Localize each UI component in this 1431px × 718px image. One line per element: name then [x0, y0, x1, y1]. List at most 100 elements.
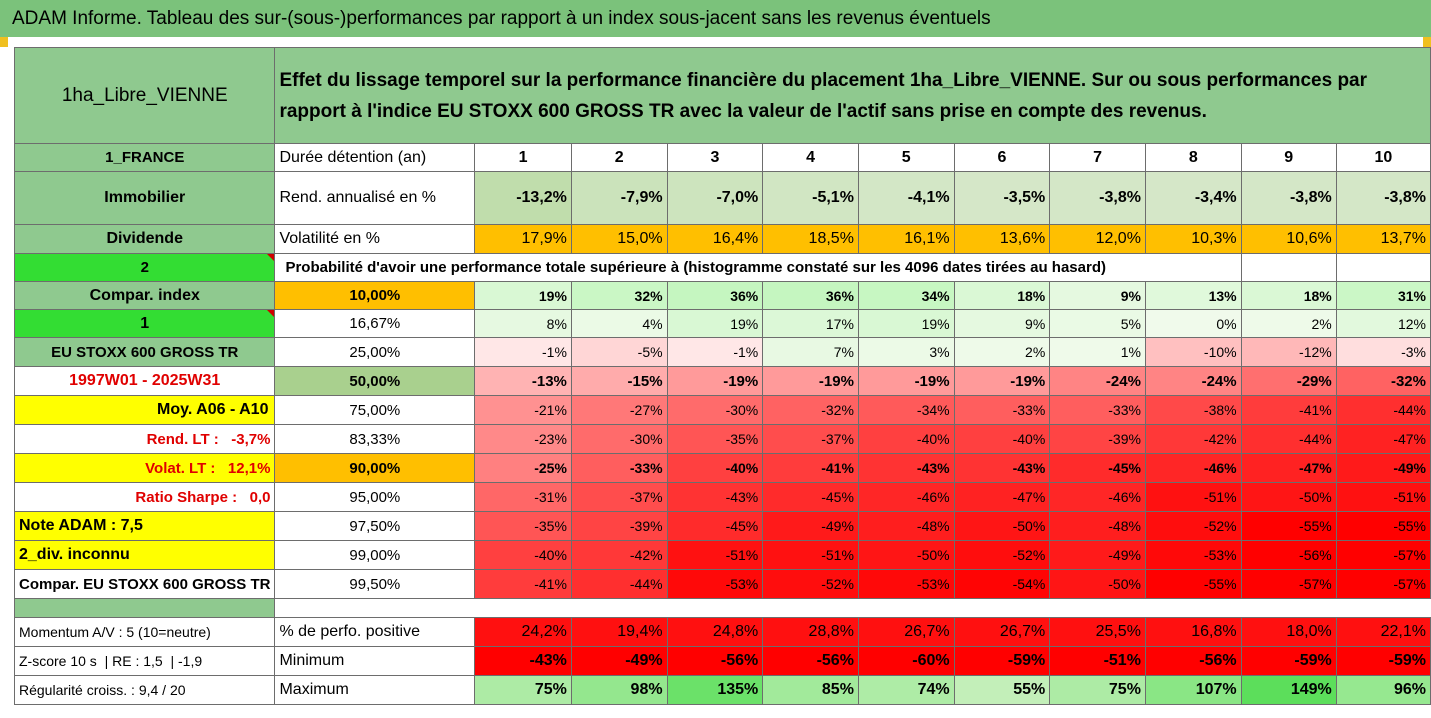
percentile-value: -50% [857, 540, 955, 570]
percentile-row: Rend. LT : -3,7% 83,33% -23% -30% -35% -37% -4… [13, 424, 1431, 454]
corner-marker [1423, 37, 1431, 47]
percentile-value: -3% [1335, 337, 1431, 367]
country-label: 1_FRANCE [13, 143, 276, 172]
volatility-value: 17,9% [474, 224, 572, 254]
percentile-value: -57% [1335, 540, 1431, 570]
percentile-level: 95,00% [274, 482, 476, 512]
percentile-value: 12% [1335, 309, 1431, 338]
positive-value: 26,7% [953, 617, 1051, 647]
percentile-value: -51% [1335, 482, 1431, 512]
duration-year: 6 [953, 143, 1051, 172]
duration-year: 4 [762, 143, 859, 172]
sharpe-label: Ratio Sharpe : 0,0 [13, 482, 276, 512]
maximum-label: Maximum [274, 675, 476, 705]
percentile-value: -23% [474, 424, 572, 454]
percentile-level: 25,00% [274, 337, 476, 367]
percentile-value: -33% [570, 453, 668, 483]
percentile-value: -47% [1335, 424, 1431, 454]
annual-return-label: Rend. annualisé en % [274, 171, 476, 225]
maximum-value: 135% [666, 675, 764, 705]
volatility-value: 18,5% [762, 224, 859, 254]
maximum-value: 149% [1240, 675, 1337, 705]
empty-cell [1335, 253, 1431, 282]
percentile-value: -51% [1144, 482, 1242, 512]
percentile-value: -45% [666, 511, 764, 541]
description: Effet du lissage temporel sur la perform… [274, 47, 1431, 144]
percentile-value: -53% [666, 569, 764, 599]
percentile-value: 7% [762, 337, 859, 367]
probability-title-row: 2 Probabilité d'avoir une performance tot… [13, 253, 1431, 282]
percentile-value: -50% [1240, 482, 1337, 512]
percentile-value: 19% [857, 309, 955, 338]
duration-year: 3 [666, 143, 764, 172]
minimum-value: -56% [666, 646, 764, 676]
percentile-value: -35% [666, 424, 764, 454]
percentile-value: -53% [1144, 540, 1242, 570]
percentile-value: 0% [1144, 309, 1242, 338]
duration-year: 10 [1335, 143, 1431, 172]
maximum-value: 75% [1049, 675, 1146, 705]
percentile-level: 75,00% [274, 395, 476, 425]
percentile-value: -44% [1240, 424, 1337, 454]
percentile-value: -45% [762, 482, 859, 512]
percentile-value: -44% [570, 569, 668, 599]
minimum-label: Minimum [274, 646, 476, 676]
percentile-value: -12% [1240, 337, 1337, 367]
duration-year: 9 [1240, 143, 1337, 172]
minimum-value: -60% [857, 646, 955, 676]
minimum-value: -56% [1144, 646, 1242, 676]
percentile-value: 9% [953, 309, 1051, 338]
rend-lt-label: Rend. LT : -3,7% [13, 424, 276, 454]
percentile-level: 97,50% [274, 511, 476, 541]
percentile-value: -48% [857, 511, 955, 541]
positive-value: 25,5% [1049, 617, 1146, 647]
percentile-value: 18% [953, 281, 1051, 310]
percentile-value: -47% [953, 482, 1051, 512]
percentile-value: -41% [762, 453, 859, 483]
period-label: 1997W01 - 2025W31 [13, 366, 276, 396]
percentile-row: 1997W01 - 2025W31 50,00% -13% -15% -19% -19% -… [13, 366, 1431, 396]
volat-lt-label: Volat. LT : 12,1% [13, 453, 276, 483]
percentile-value: -34% [857, 395, 955, 425]
percentile-row: Volat. LT : 12,1% 90,00% -25% -33% -40% -41% -… [13, 453, 1431, 483]
percentile-value: -39% [1049, 424, 1146, 454]
percentile-value: -42% [1144, 424, 1242, 454]
percentile-level: 99,00% [274, 540, 476, 570]
percentile-value: -49% [1335, 453, 1431, 483]
volatility-value: 15,0% [570, 224, 668, 254]
duration-year: 7 [1049, 143, 1146, 172]
percentile-value: -19% [953, 366, 1051, 396]
percentile-value: -40% [666, 453, 764, 483]
percentile-value: -46% [857, 482, 955, 512]
percentile-value: -52% [1144, 511, 1242, 541]
annual-return-value: -7,0% [666, 171, 764, 225]
percentile-value: -53% [857, 569, 955, 599]
percentile-value: -43% [857, 453, 955, 483]
percentile-value: -40% [857, 424, 955, 454]
percentile-value: -50% [1049, 569, 1146, 599]
spacer-row [13, 598, 1431, 618]
momentum-label: Momentum A/V : 5 (10=neutre) [13, 617, 276, 647]
maximum-value: 74% [857, 675, 955, 705]
percentile-level: 83,33% [274, 424, 476, 454]
volatility-value: 16,1% [857, 224, 955, 254]
volatility-value: 16,4% [666, 224, 764, 254]
annual-return-row: Immobilier Rend. annualisé en % -13,2% -7,9… [13, 171, 1431, 225]
percentile-value: -39% [570, 511, 668, 541]
percentile-value: 34% [857, 281, 955, 310]
positive-label: % de perfo. positive [274, 617, 476, 647]
percentile-value: -55% [1240, 511, 1337, 541]
spacer-green [13, 598, 276, 618]
percentile-value: -32% [762, 395, 859, 425]
percentile-value: -24% [1144, 366, 1242, 396]
annual-return-value: -4,1% [857, 171, 955, 225]
percentile-value: -49% [762, 511, 859, 541]
annual-return-value: -3,8% [1335, 171, 1431, 225]
percentile-value: -43% [666, 482, 764, 512]
annual-return-value: -3,8% [1049, 171, 1146, 225]
percentile-value: 5% [1049, 309, 1146, 338]
percentile-value: 36% [762, 281, 859, 310]
percentile-row: Note ADAM : 7,5 97,50% -35% -39% -45% -49% -48… [13, 511, 1431, 541]
percentile-value: -38% [1144, 395, 1242, 425]
percentile-row: Compar. index 10,00% 19% 32% 36% 36% 34% 18% 9% 1… [13, 281, 1431, 310]
